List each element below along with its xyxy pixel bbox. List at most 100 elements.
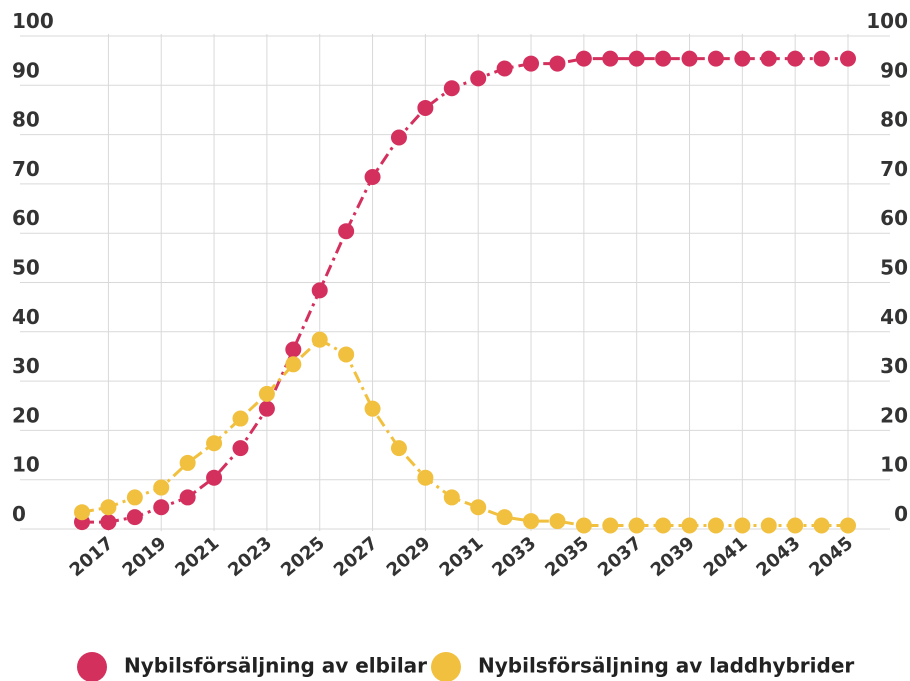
data-point bbox=[840, 50, 856, 67]
x-tick-label: 2041 bbox=[700, 533, 752, 581]
data-point bbox=[390, 440, 407, 457]
x-tick-label: 2037 bbox=[594, 533, 646, 581]
data-point bbox=[681, 50, 698, 67]
y-tick-label: 40 bbox=[12, 305, 40, 329]
x-tick-label: 2045 bbox=[805, 533, 857, 581]
x-tick-label: 2023 bbox=[224, 533, 276, 581]
x-tick-label: 2029 bbox=[383, 533, 435, 581]
x-tick-label: 2025 bbox=[277, 533, 329, 581]
y-tick-label: 30 bbox=[12, 354, 40, 378]
y-tick-label-right: 10 bbox=[880, 453, 908, 477]
data-point bbox=[258, 385, 275, 402]
data-point bbox=[628, 50, 645, 67]
legend-swatch bbox=[77, 652, 107, 681]
data-point bbox=[100, 499, 117, 516]
data-point bbox=[681, 517, 698, 534]
data-point bbox=[232, 440, 249, 457]
y-tick-label-right: 40 bbox=[880, 305, 908, 329]
data-point bbox=[840, 517, 856, 534]
legend-label: Nybilsförsäljning av laddhybrider bbox=[478, 654, 854, 678]
y-tick-label-right: 100 bbox=[866, 9, 908, 33]
x-tick-label: 2019 bbox=[119, 533, 171, 581]
y-tick-label-right: 90 bbox=[880, 58, 908, 82]
data-point bbox=[787, 50, 804, 67]
y-tick-label: 0 bbox=[12, 502, 26, 526]
y-tick-label-right: 0 bbox=[894, 502, 908, 526]
data-point bbox=[787, 517, 804, 534]
y-tick-label: 10 bbox=[12, 453, 40, 477]
data-point bbox=[311, 282, 328, 299]
data-point bbox=[285, 356, 302, 373]
x-tick-label: 2021 bbox=[171, 533, 223, 581]
x-tick-label: 2027 bbox=[330, 533, 382, 581]
data-point bbox=[206, 469, 223, 486]
y-tick-label: 20 bbox=[12, 403, 40, 427]
data-point bbox=[734, 50, 751, 67]
data-point bbox=[364, 400, 381, 417]
x-tick-label: 2043 bbox=[753, 533, 805, 581]
data-point bbox=[232, 410, 249, 427]
data-point bbox=[179, 454, 196, 471]
series-line bbox=[82, 57, 848, 524]
data-point bbox=[443, 489, 460, 506]
data-point bbox=[206, 435, 223, 452]
data-point bbox=[813, 517, 830, 534]
legend-swatch bbox=[431, 652, 461, 681]
data-point bbox=[628, 517, 645, 534]
data-point bbox=[575, 517, 592, 534]
series-line bbox=[81, 337, 848, 528]
data-point bbox=[443, 80, 460, 97]
data-point bbox=[496, 60, 513, 77]
data-point bbox=[311, 331, 328, 348]
data-point bbox=[734, 517, 751, 534]
y-tick-label-right: 30 bbox=[880, 354, 908, 378]
data-point bbox=[549, 513, 566, 530]
data-point bbox=[813, 50, 830, 67]
y-tick-label-right: 80 bbox=[880, 108, 908, 132]
legend-label: Nybilsförsäljning av elbilar bbox=[124, 654, 427, 678]
x-tick-label: 2035 bbox=[541, 533, 593, 581]
data-point bbox=[153, 499, 170, 516]
x-tick-label: 2017 bbox=[66, 533, 118, 581]
data-point bbox=[760, 50, 777, 67]
data-point bbox=[602, 50, 619, 67]
data-point bbox=[549, 55, 566, 72]
x-tick-label: 2039 bbox=[647, 533, 699, 581]
data-point bbox=[390, 129, 407, 146]
data-point bbox=[523, 513, 540, 530]
data-point bbox=[285, 341, 302, 358]
data-point bbox=[470, 499, 487, 516]
data-point bbox=[707, 517, 724, 534]
y-tick-label: 50 bbox=[12, 256, 40, 280]
data-point bbox=[338, 223, 355, 240]
data-point bbox=[496, 509, 513, 526]
data-point bbox=[417, 469, 434, 486]
data-point bbox=[126, 509, 143, 526]
y-tick-label-right: 60 bbox=[880, 206, 908, 230]
data-point bbox=[655, 517, 672, 534]
data-point bbox=[153, 479, 170, 496]
data-point bbox=[126, 489, 143, 506]
x-tick-label: 2031 bbox=[436, 533, 488, 581]
data-point bbox=[179, 489, 196, 506]
y-tick-label-right: 20 bbox=[880, 403, 908, 427]
y-tick-label: 80 bbox=[12, 108, 40, 132]
data-point bbox=[74, 504, 90, 521]
data-point bbox=[470, 70, 487, 87]
y-tick-label-right: 50 bbox=[880, 256, 908, 280]
y-tick-label: 100 bbox=[12, 9, 54, 33]
data-point bbox=[575, 50, 592, 67]
data-point bbox=[100, 514, 117, 531]
data-point bbox=[338, 346, 355, 363]
data-point bbox=[417, 99, 434, 116]
y-tick-label: 90 bbox=[12, 58, 40, 82]
x-tick-label: 2033 bbox=[488, 533, 540, 581]
data-point bbox=[364, 168, 381, 185]
y-tick-label-right: 70 bbox=[880, 157, 908, 181]
data-point bbox=[707, 50, 724, 67]
y-tick-label: 70 bbox=[12, 157, 40, 181]
data-point bbox=[523, 55, 540, 72]
data-point bbox=[760, 517, 777, 534]
data-point bbox=[258, 400, 275, 417]
